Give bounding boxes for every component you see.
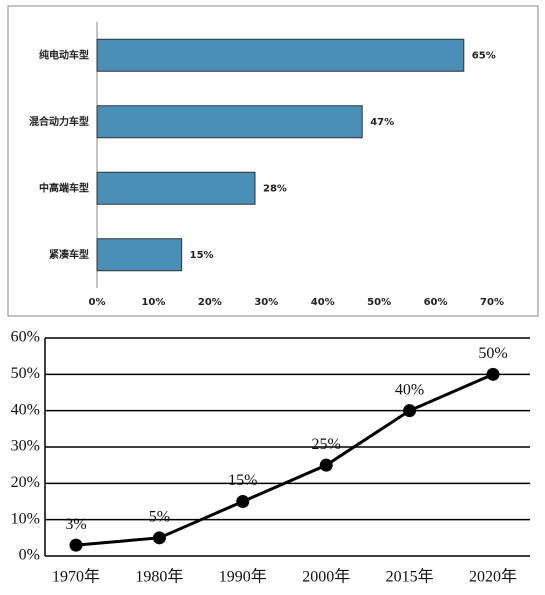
data-label: 3% xyxy=(65,516,86,533)
data-label: 15% xyxy=(228,472,257,489)
data-label: 65% xyxy=(472,50,496,61)
y-tick-label: 20% xyxy=(11,474,40,491)
y-tick-label: 10% xyxy=(11,510,40,527)
bar xyxy=(96,238,183,272)
x-tick-label: 60% xyxy=(424,297,448,308)
y-tick-label: 紧凑车型 xyxy=(49,248,89,261)
data-label: 50% xyxy=(478,345,507,362)
x-tick-label: 40% xyxy=(311,297,335,308)
y-tick-label: 纯电动车型 xyxy=(39,48,89,61)
line-chart: 0% 10% 20% 30% 40% 50% 60% 3% 1970年 5% 1980年 15% 199… xyxy=(11,329,530,586)
data-label: 15% xyxy=(190,250,214,261)
point xyxy=(152,531,166,545)
y-tick-label: 混合动力车型 xyxy=(29,115,89,128)
bar xyxy=(96,171,256,205)
data-label: 5% xyxy=(149,509,170,526)
bar xyxy=(96,105,363,139)
x-tick-label: 1990年 xyxy=(219,568,267,586)
x-tick-label: 1970年 xyxy=(52,568,100,586)
x-tick-label: 20% xyxy=(198,297,222,308)
y-tick-label: 60% xyxy=(11,329,40,346)
point xyxy=(236,495,250,508)
x-tick-label: 2015年 xyxy=(386,568,434,586)
x-tick-label: 1980年 xyxy=(135,568,183,586)
data-label: 40% xyxy=(395,381,424,398)
x-tick-label: 70% xyxy=(480,297,504,308)
y-tick-label: 40% xyxy=(11,401,40,418)
point xyxy=(319,458,333,472)
point xyxy=(486,367,500,381)
data-label: 28% xyxy=(263,183,287,194)
x-tick-label: 2020年 xyxy=(469,568,517,586)
y-tick-label: 50% xyxy=(11,365,40,382)
bar xyxy=(96,38,465,72)
x-tick-label: 30% xyxy=(254,297,278,308)
point xyxy=(69,538,83,552)
y-tick-label: 中高端车型 xyxy=(39,181,89,194)
data-label: 25% xyxy=(312,436,341,453)
y-tick-label: 30% xyxy=(11,438,40,455)
data-label: 47% xyxy=(370,117,394,128)
bar-chart: 0% 10% 20% 30% 40% 50% 60% 70% 纯电动车型 65% 混合动力车型 47%… xyxy=(7,5,539,317)
x-tick-label: 2000年 xyxy=(302,568,350,586)
line xyxy=(75,372,494,547)
y-tick-label: 0% xyxy=(19,547,40,564)
x-tick-label: 10% xyxy=(141,297,165,308)
point xyxy=(403,404,417,418)
x-tick-label: 0% xyxy=(89,297,106,308)
x-tick-label: 50% xyxy=(367,297,391,308)
